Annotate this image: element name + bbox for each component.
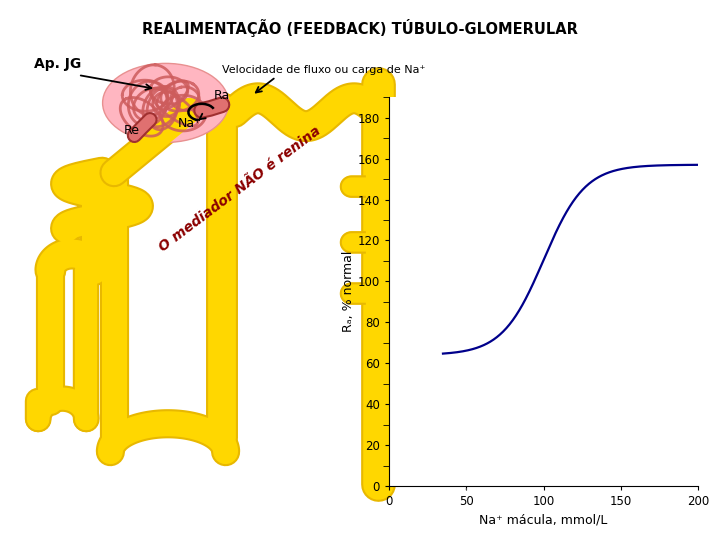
Text: Ra: Ra bbox=[214, 89, 230, 102]
Ellipse shape bbox=[102, 63, 229, 143]
Text: Velocidade de fluxo ou carga de Na⁺: Velocidade de fluxo ou carga de Na⁺ bbox=[222, 65, 426, 75]
Polygon shape bbox=[341, 232, 365, 253]
Text: Ap. JG: Ap. JG bbox=[34, 57, 81, 71]
Polygon shape bbox=[341, 284, 365, 304]
Polygon shape bbox=[341, 177, 365, 197]
X-axis label: Na⁺ mácula, mmol/L: Na⁺ mácula, mmol/L bbox=[480, 514, 608, 526]
Text: REALIMENTAÇÃO (FEEDBACK) TÚBULO-GLOMERULAR: REALIMENTAÇÃO (FEEDBACK) TÚBULO-GLOMERUL… bbox=[142, 19, 578, 37]
Text: Na⁺: Na⁺ bbox=[178, 117, 202, 130]
Text: Re: Re bbox=[124, 124, 140, 137]
Y-axis label: Rₐ, % normal: Rₐ, % normal bbox=[341, 251, 355, 332]
Text: O mediador NÃO é renina: O mediador NÃO é renina bbox=[156, 124, 323, 255]
